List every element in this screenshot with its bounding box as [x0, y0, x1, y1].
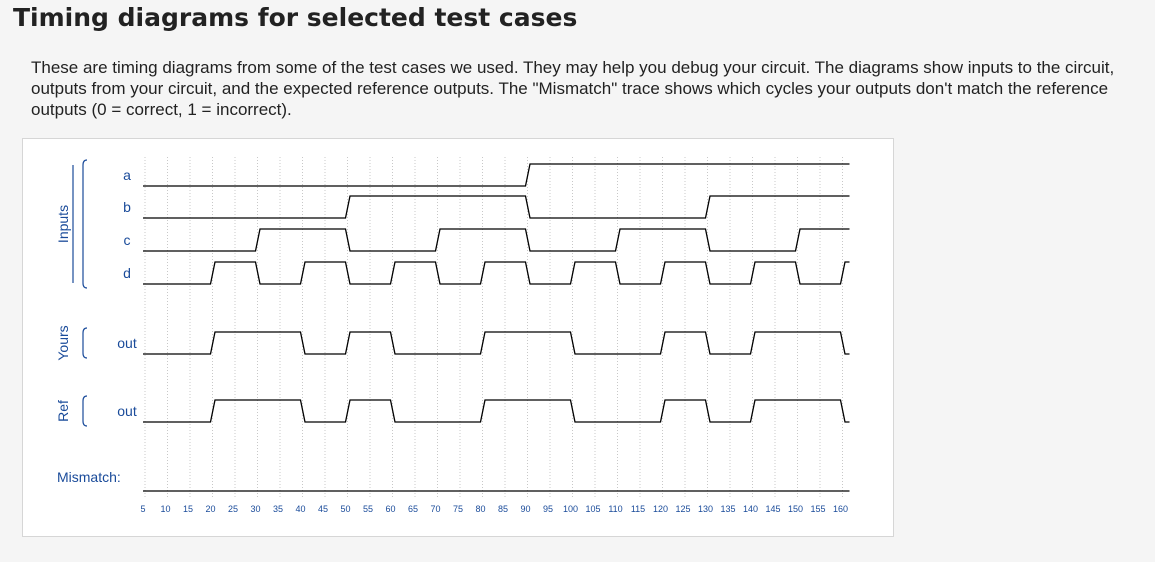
signal-label-yours-out: out [117, 335, 137, 351]
tick-label: 110 [608, 504, 622, 514]
bracket-yours [82, 327, 88, 359]
tick-label: 120 [653, 504, 668, 514]
tick-label: 105 [585, 504, 600, 514]
signal-label-ref-out: out [117, 403, 137, 419]
trace-inputs-b [143, 195, 850, 219]
bracket-inputs [82, 159, 88, 289]
tick-label: 20 [205, 504, 215, 514]
signal-label-inputs-c: c [124, 232, 131, 248]
tick-label: 115 [631, 504, 645, 514]
tick-label: 135 [720, 504, 735, 514]
signal-traces [143, 163, 850, 492]
tick-label: 5 [140, 504, 145, 514]
tick-label: 90 [520, 504, 530, 514]
tick-label: 10 [160, 504, 170, 514]
bracket-ref [82, 395, 88, 427]
tick-label: 45 [318, 504, 328, 514]
tick-label: 55 [363, 504, 373, 514]
tick-label: 150 [788, 504, 803, 514]
tick-label: 145 [765, 504, 780, 514]
tick-label: 70 [430, 504, 440, 514]
page-title: Timing diagrams for selected test cases [13, 3, 578, 32]
timing-diagram-canvas: Inputs Yours Ref ab c d out out Mismatch: 5 10 15… [55, 157, 850, 514]
signal-label-inputs-b: b [123, 199, 131, 215]
tick-label: 100 [563, 504, 578, 514]
tick-label: 160 [833, 504, 848, 514]
tick-label: 140 [743, 504, 758, 514]
tick-label: 30 [250, 504, 260, 514]
timing-diagram: Inputs Yours Ref a b c d out out Mismatch: 5 10 15… [22, 138, 894, 537]
signal-label-inputs-a: a [123, 167, 131, 183]
tick-label: 15 [183, 504, 193, 514]
trace-inputs-a [143, 163, 850, 187]
trace-inputs-d [143, 261, 850, 285]
tick-label: 40 [295, 504, 305, 514]
tick-label: 155 [810, 504, 825, 514]
tick-label: 125 [675, 504, 690, 514]
intro-paragraph: These are timing diagrams from some of t… [31, 58, 1115, 119]
signal-labels: ab c d out out Mismatch: [57, 167, 137, 485]
trace-ref-out [143, 399, 850, 423]
group-label-ref: Ref [55, 400, 71, 422]
tick-label: 65 [408, 504, 418, 514]
tick-label: 85 [498, 504, 508, 514]
signal-label-inputs-d: d [123, 265, 131, 281]
mismatch-label: Mismatch: [57, 469, 121, 485]
tick-label: 25 [228, 504, 238, 514]
tick-label: 35 [273, 504, 283, 514]
tick-label: 50 [340, 504, 350, 514]
tick-label: 60 [385, 504, 395, 514]
group-brackets: Inputs Yours Ref [55, 159, 88, 427]
group-label-inputs: Inputs [55, 205, 71, 243]
time-axis: 5 10 15 20 25 30 35 40 45 50 55 60 65 70 75 80 85 90 95 100… [140, 504, 848, 514]
tick-label: 95 [543, 504, 553, 514]
grid-lines [144, 157, 843, 497]
group-label-yours: Yours [55, 325, 71, 360]
tick-label: 80 [475, 504, 485, 514]
tick-label: 130 [698, 504, 713, 514]
trace-yours-out [143, 331, 850, 355]
tick-label: 75 [453, 504, 463, 514]
trace-inputs-c [143, 228, 850, 252]
